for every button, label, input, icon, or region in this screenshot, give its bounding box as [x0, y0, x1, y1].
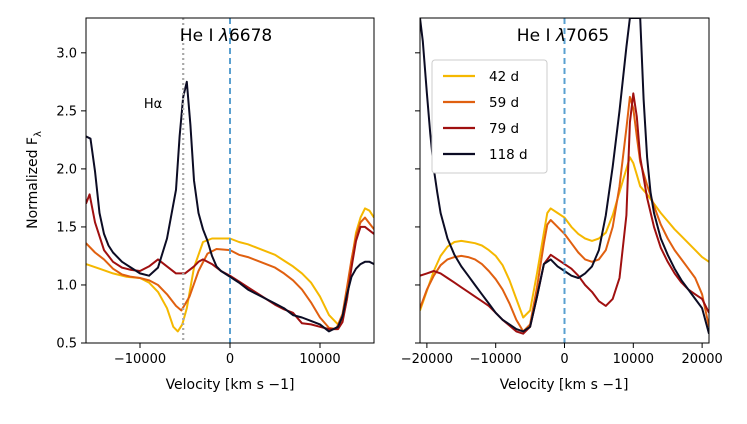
legend-frame	[431, 59, 548, 174]
panel-title-prefix: He I	[517, 26, 556, 46]
series-line-59-d	[420, 95, 709, 333]
legend-label: 118 d	[489, 147, 528, 163]
panel-title-lambda: λ	[555, 26, 566, 46]
x-tick-label: −10000	[114, 352, 166, 367]
x-axis-label: Velocity [km s −1]	[500, 377, 629, 393]
y-axis-label: Normalized Fλ	[25, 131, 44, 229]
y-tick-label: 1.5	[56, 220, 77, 235]
tick-layer: −20000 −10000 0 10000 20000	[401, 52, 723, 367]
series-line-42-d	[420, 156, 709, 319]
series-line-118-d	[420, 18, 709, 334]
series-layer	[420, 18, 709, 335]
legend-label: 59 d	[489, 95, 519, 111]
x-tick-label: 10000	[299, 352, 340, 367]
panel-title-lambda: λ	[218, 26, 229, 46]
x-tick-label: −10000	[470, 352, 522, 367]
series-line-79-d	[420, 92, 709, 335]
y-tick-label: 0.5	[56, 337, 77, 352]
x-tick-label: 20000	[681, 352, 722, 367]
series-line-118-d	[86, 80, 374, 333]
panel-title-value: 6678	[229, 26, 272, 46]
legend: 42 d 59 d 79 d 118 d	[431, 59, 548, 174]
y-tick-label: 2.5	[56, 104, 77, 119]
y-tick-label: 2.0	[56, 162, 77, 177]
panel-title-value: 7065	[566, 26, 609, 46]
legend-label: 42 d	[489, 69, 519, 85]
panel-title-prefix: He I	[180, 26, 219, 46]
x-tick-label: 0	[560, 352, 568, 367]
y-axis-label-sub: λ	[33, 131, 44, 137]
y-axis-label-main: Normalized F	[25, 137, 41, 229]
annotation-halpha: Hα	[144, 97, 162, 112]
tick-layer: −10000 0 10000 0.5 1.0 1.5 2.0 2.5 3.0	[56, 46, 340, 367]
legend-entries: 42 d 59 d 79 d 118 d	[443, 69, 528, 163]
panel-title: He I λ7065	[517, 26, 609, 46]
vline-layer	[182, 18, 231, 343]
x-tick-label: 10000	[613, 352, 654, 367]
panel-title: He I λ6678	[180, 26, 272, 46]
x-tick-label: 0	[226, 352, 234, 367]
panel-he6678: −10000 0 10000 0.5 1.0 1.5 2.0 2.5 3.0 He I λ667…	[56, 17, 375, 393]
x-axis-label: Velocity [km s −1]	[166, 377, 295, 393]
y-tick-label: 1.0	[56, 278, 77, 293]
y-tick-label: 3.0	[56, 46, 77, 61]
x-tick-label: −20000	[401, 352, 453, 367]
series-layer	[86, 80, 374, 333]
panel-he7065: −20000 −10000 0 10000 20000 He I λ7065 Veloc…	[401, 17, 723, 393]
legend-label: 79 d	[489, 121, 519, 137]
